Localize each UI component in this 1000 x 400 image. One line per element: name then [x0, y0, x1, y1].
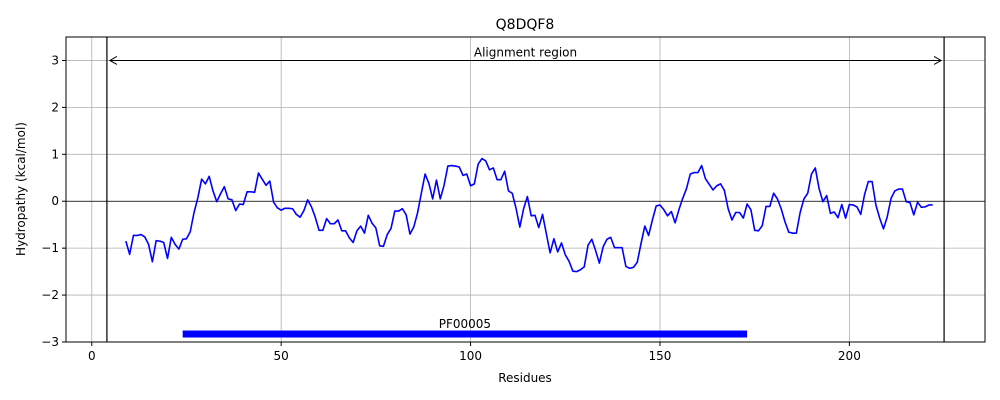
y-tick-label: 1 [51, 147, 59, 161]
alignment-arrowhead-left [108, 56, 118, 65]
domain-label: PF00005 [439, 317, 491, 331]
ticks: 0 50 100 150 200 −3 −2 −1 0 1 2 3 [41, 53, 861, 363]
x-tick-label: 200 [838, 349, 861, 363]
y-tick-label: 3 [51, 53, 59, 67]
alignment-region-label: Alignment region [474, 45, 577, 59]
y-tick-label: 2 [51, 100, 59, 114]
x-tick-label: 50 [274, 349, 289, 363]
alignment-arrowhead-right [933, 56, 943, 65]
grid [66, 37, 985, 343]
y-tick-label: −2 [41, 288, 59, 302]
chart-title: Q8DQF8 [496, 17, 555, 33]
y-axis-label: Hydropathy (kcal/mol) [14, 122, 28, 256]
plot-frame [65, 36, 986, 343]
x-tick-label: 100 [459, 349, 482, 363]
y-tick-label: −1 [41, 241, 59, 255]
y-tick-label: −3 [41, 335, 59, 349]
annotations: Alignment region PF00005 [108, 45, 943, 338]
x-tick-label: 0 [88, 349, 96, 363]
x-axis-label: Residues [498, 371, 552, 385]
series-layer [125, 157, 933, 273]
domain-bar [182, 330, 748, 338]
hydropathy-series-line [125, 157, 933, 273]
y-tick-label: 0 [51, 194, 59, 208]
x-tick-label: 150 [649, 349, 672, 363]
reference-lines [66, 37, 985, 342]
